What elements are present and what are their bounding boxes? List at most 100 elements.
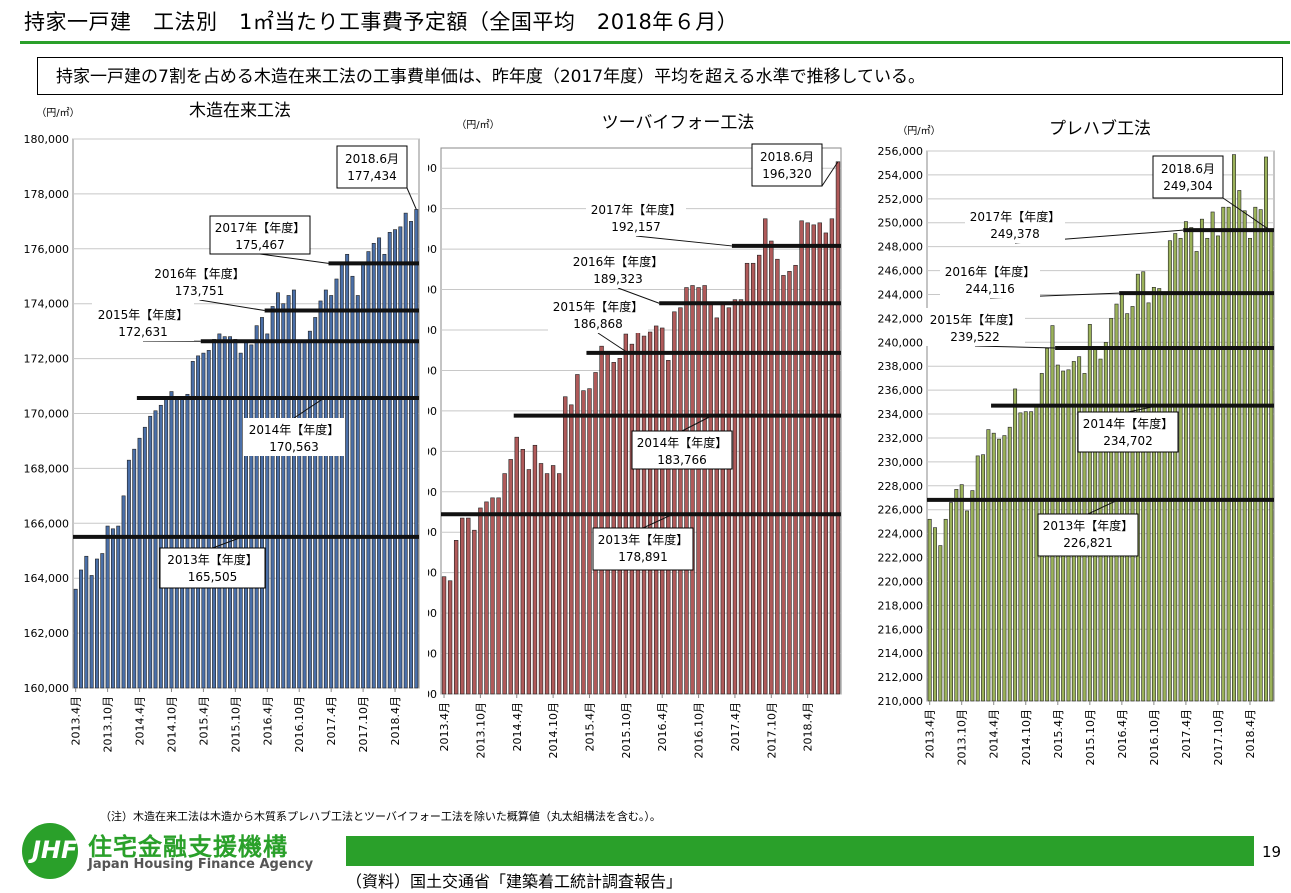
- bar: [1221, 206, 1226, 702]
- x-tick-label: 2017.4月: [325, 696, 338, 746]
- x-tick-label: 2014.4月: [511, 702, 524, 752]
- x-tick-label: 2018.4月: [389, 696, 402, 746]
- bar: [557, 473, 562, 695]
- logo-name-en: Japan Housing Finance Agency: [88, 857, 314, 872]
- bar: [478, 507, 483, 695]
- annotation-label: 2013年【年度】: [598, 532, 689, 547]
- bar: [355, 295, 360, 689]
- bar: [997, 438, 1002, 702]
- y-tick-label: 184,000: [428, 405, 437, 418]
- annotation-box: [159, 547, 266, 589]
- annotation-label: 2014年【年度】: [1083, 416, 1174, 431]
- bar: [89, 575, 94, 689]
- y-tick-label: 160,000: [24, 682, 70, 695]
- annotation-label: 2013年【年度】: [167, 552, 258, 567]
- annotation-leader: [293, 397, 325, 419]
- bar: [575, 374, 580, 695]
- annotation-value: 175,467: [235, 238, 285, 252]
- annotation-value: 249,378: [990, 227, 1040, 241]
- footnote: （注）木造在来工法は木造から木質系プレハブ工法とツーバイフォー工法を除いた概算値…: [100, 810, 661, 823]
- bar: [1167, 240, 1172, 702]
- bar: [660, 327, 665, 695]
- bar: [472, 529, 477, 695]
- footer-bar: [346, 836, 1254, 866]
- bar: [137, 437, 142, 689]
- x-tick-label: 2015.10月: [229, 696, 242, 753]
- bar: [334, 278, 339, 689]
- bar: [371, 243, 376, 689]
- y-tick-label: 170,000: [24, 408, 70, 421]
- bar: [927, 518, 932, 702]
- bar: [238, 352, 243, 689]
- bar: [212, 339, 217, 689]
- chart-title: 木造在来工法: [189, 101, 291, 121]
- y-tick-label: 174,000: [24, 298, 70, 311]
- bar: [318, 300, 323, 689]
- y-tick-label: 178,000: [428, 526, 437, 539]
- annotation-label: 2017年【年度】: [591, 202, 682, 217]
- bar: [174, 396, 179, 689]
- logo-name-jp: 住宅金融支援機構: [88, 833, 288, 861]
- bar: [520, 449, 525, 695]
- bar: [447, 580, 453, 695]
- annotation-box: [631, 430, 733, 470]
- bar: [1114, 303, 1119, 702]
- bar: [265, 333, 270, 689]
- y-tick-label: 230,000: [878, 456, 924, 469]
- bar: [1248, 237, 1252, 702]
- annotation-value: 183,766: [657, 453, 707, 467]
- annotation-label: 2015年【年度】: [553, 299, 644, 314]
- x-tick-label: 2016.10月: [1148, 709, 1161, 766]
- bar: [158, 404, 163, 689]
- bar: [164, 396, 169, 689]
- bar: [1162, 292, 1167, 702]
- bar: [965, 510, 969, 702]
- bar: [581, 390, 586, 695]
- annotation-box: [568, 250, 668, 288]
- chart-title: プレハブ工法: [1049, 118, 1151, 139]
- bar: [441, 576, 447, 695]
- annotation-box: [940, 260, 1040, 298]
- bar: [1237, 190, 1242, 702]
- bar: [563, 396, 568, 695]
- bar: [350, 275, 355, 689]
- y-tick-label: 226,000: [878, 504, 924, 517]
- bar: [100, 553, 105, 689]
- annotation-label: 2017年【年度】: [215, 220, 306, 235]
- annotation-label: 2015年【年度】: [98, 307, 189, 322]
- bar: [1119, 294, 1124, 702]
- bar: [1146, 302, 1151, 702]
- annotation-box: [586, 198, 686, 236]
- jhf-logo-icon: JHF: [22, 823, 78, 879]
- title-divider: [20, 41, 1290, 44]
- bar: [635, 329, 641, 695]
- x-tick-label: 2017.10月: [1212, 709, 1225, 766]
- bar: [132, 448, 137, 689]
- y-tick-label: 188,000: [428, 324, 437, 337]
- bar: [222, 336, 227, 689]
- y-tick-label: 220,000: [878, 575, 924, 588]
- y-tick-label: 212,000: [878, 671, 924, 684]
- y-tick-label: 178,000: [24, 188, 70, 201]
- y-tick-label: 164,000: [24, 572, 70, 585]
- x-tick-label: 2013.4月: [924, 709, 937, 759]
- bar: [986, 429, 991, 702]
- bar: [1109, 318, 1114, 702]
- latest-value: 249,304: [1163, 179, 1213, 193]
- annotation-label: 2013年【年度】: [1043, 518, 1134, 533]
- bar: [105, 525, 110, 689]
- annotation-leader: [212, 536, 243, 549]
- bar: [254, 325, 259, 689]
- y-tick-label: 252,000: [878, 193, 924, 206]
- x-tick-label: 2016.4月: [1116, 709, 1129, 759]
- latest-value-box: [751, 143, 823, 187]
- annotation-leader: [1087, 499, 1119, 515]
- bar: [1194, 251, 1199, 702]
- latest-label: 2018.6月: [345, 152, 399, 166]
- y-tick-label: 166,000: [24, 517, 70, 530]
- bar: [769, 240, 774, 695]
- x-tick-label: 2014.10月: [165, 696, 178, 753]
- bar: [116, 525, 121, 689]
- y-tick-label: 250,000: [878, 217, 924, 230]
- y-tick-label: 210,000: [878, 695, 924, 708]
